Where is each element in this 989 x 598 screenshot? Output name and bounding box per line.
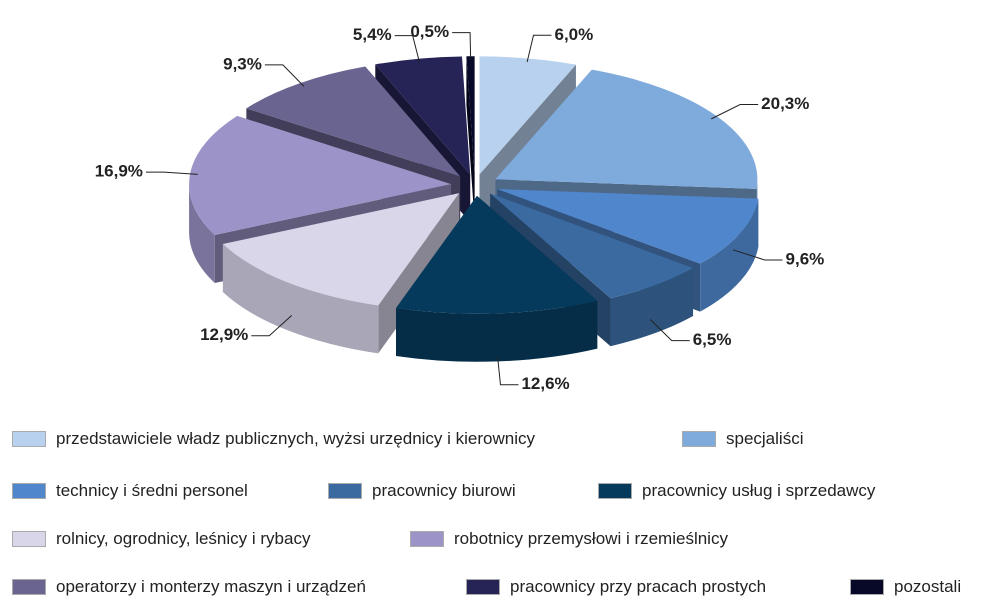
slice-top (495, 69, 758, 189)
legend-item: operatorzy i monterzy maszyn i urządzeń (12, 577, 366, 597)
leader-line (251, 314, 293, 337)
legend-swatch (466, 579, 500, 595)
legend-swatch (850, 579, 884, 595)
legend-swatch (12, 431, 46, 447)
leader-line (497, 357, 519, 386)
legend-item: pracownicy biurowi (328, 481, 516, 501)
legend-label: robotnicy przemysłowi i rzemieślnicy (454, 529, 728, 548)
legend-swatch (410, 531, 444, 547)
leader-line (264, 64, 305, 87)
legend-label: specjaliści (726, 429, 804, 448)
slice-top (222, 193, 460, 306)
slice-side (395, 300, 598, 362)
leader-line (732, 249, 783, 261)
data-label: 0,5% (410, 22, 449, 41)
legend-swatch (328, 483, 362, 499)
data-label: 5,4% (353, 25, 392, 44)
slice-top (497, 189, 759, 264)
legend-item: technicy i średni personel (12, 481, 248, 501)
leader-line (394, 35, 420, 63)
legend-swatch (12, 579, 46, 595)
slice-top (395, 195, 598, 314)
legend-item: rolnicy, ogrodnicy, leśnicy i rybacy (12, 529, 310, 549)
data-label: 12,9% (200, 325, 248, 344)
legend-label: przedstawiciele władz publicznych, wyżsi… (56, 429, 536, 448)
legend-label: pracownicy usług i sprzedawcy (642, 481, 876, 500)
pie-slice (395, 195, 598, 362)
slice-side (700, 198, 759, 312)
legend-swatch (12, 531, 46, 547)
slice-cut-face (466, 56, 475, 223)
legend-item: pracownicy przy pracach prostych (466, 577, 766, 597)
legend-item: pozostali (850, 577, 961, 597)
legend-swatch (12, 483, 46, 499)
legend-label: pozostali (894, 577, 962, 596)
chart: 6,0% 20,3% 9,6% 6,5% 12,6% 12,9% 16,9% 9,3% 5,4%… (95, 22, 825, 393)
data-label: 12,6% (521, 374, 569, 393)
slice-top (490, 193, 694, 299)
data-label: 6,5% (693, 330, 732, 349)
data-label: 9,3% (223, 54, 262, 73)
slice-side (222, 244, 379, 354)
data-label: 6,0% (555, 25, 594, 44)
legend-item: przedstawiciele władz publicznych, wyżsi… (12, 429, 535, 449)
legend-label: pracownicy przy pracach prostych (510, 577, 767, 596)
data-label: 20,3% (761, 94, 809, 113)
legend-swatch (682, 431, 716, 447)
slice-side (610, 268, 694, 347)
data-label: 9,6% (786, 249, 825, 268)
legend-item: robotnicy przemysłowi i rzemieślnicy (410, 529, 728, 549)
legend-item: pracownicy usług i sprzedawcy (598, 481, 875, 501)
leader-line (649, 319, 690, 342)
legend-label: operatorzy i monterzy maszyn i urządzeń (56, 577, 366, 596)
slice-top (246, 66, 461, 177)
slice-top (189, 115, 452, 235)
slice-top (479, 56, 576, 175)
leader-line (526, 34, 552, 63)
legend-label: pracownicy biurowi (372, 481, 516, 500)
slice-top (375, 56, 471, 175)
leader-line (145, 171, 198, 175)
leader-line (711, 104, 759, 120)
slice-top (466, 56, 475, 175)
leader-line (452, 32, 472, 60)
legend-item: specjaliści (682, 429, 803, 449)
data-label: 16,9% (95, 162, 143, 181)
legend-label: rolnicy, ogrodnicy, leśnicy i rybacy (56, 529, 311, 548)
legend-label: technicy i średni personel (56, 481, 248, 500)
legend-swatch (598, 483, 632, 499)
slice-side (189, 184, 215, 283)
pie-slice (466, 56, 475, 223)
